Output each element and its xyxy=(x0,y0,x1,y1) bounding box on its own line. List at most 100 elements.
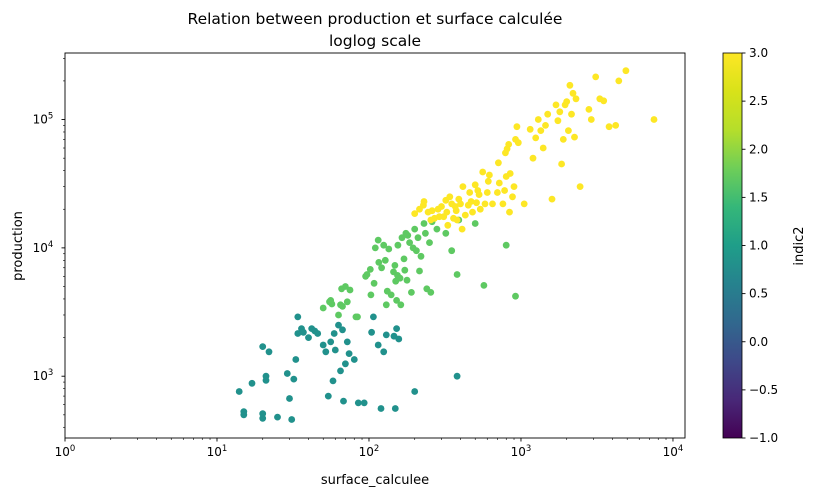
data-point xyxy=(495,179,503,187)
data-point xyxy=(391,262,399,269)
data-point xyxy=(393,325,400,332)
data-point xyxy=(558,160,565,168)
colorbar-tick-label: −0.5 xyxy=(749,383,778,397)
data-point xyxy=(471,181,479,189)
data-point xyxy=(544,110,552,118)
data-point xyxy=(650,116,658,123)
x-tick-label: 100 xyxy=(55,444,76,459)
data-point xyxy=(259,410,267,418)
data-point xyxy=(319,341,327,349)
data-point xyxy=(397,301,405,309)
data-point xyxy=(265,348,273,356)
data-point xyxy=(442,229,450,237)
y-tick-label: 103 xyxy=(33,368,54,383)
data-point xyxy=(514,139,522,147)
data-point xyxy=(290,375,298,383)
data-point xyxy=(534,116,542,123)
data-point xyxy=(479,168,487,176)
plot-frame xyxy=(64,52,686,439)
data-point xyxy=(370,279,378,287)
data-point xyxy=(471,220,479,227)
data-point xyxy=(411,225,419,233)
data-point xyxy=(328,300,336,308)
colorbar-ticks: −1.0 −0.5 0.0 0.5 1.0 1.5 2.0 2.5 3.0 xyxy=(742,46,778,445)
colorbar-label: indic2 xyxy=(792,226,807,265)
data-point xyxy=(314,330,322,337)
data-point xyxy=(380,348,388,356)
data-point xyxy=(520,200,528,208)
data-point xyxy=(371,244,379,252)
colorbar-tick-label: 0.5 xyxy=(749,287,768,301)
data-point xyxy=(324,392,332,400)
x-tick-label: 104 xyxy=(663,444,684,459)
data-point xyxy=(381,256,389,264)
data-point xyxy=(339,326,346,334)
data-point xyxy=(443,208,451,216)
data-point xyxy=(235,388,243,395)
data-point xyxy=(568,110,575,118)
data-point xyxy=(461,211,469,219)
data-point xyxy=(420,220,428,227)
data-point xyxy=(481,200,489,208)
data-point xyxy=(387,291,395,299)
data-point xyxy=(374,236,382,244)
data-point xyxy=(592,73,600,81)
data-point xyxy=(363,271,371,278)
data-point xyxy=(510,183,518,191)
data-point xyxy=(484,177,492,185)
data-point xyxy=(476,205,484,213)
data-point xyxy=(622,67,630,75)
x-axis: 100 101 102 103 104 xyxy=(55,438,684,459)
data-point xyxy=(401,266,409,274)
data-point xyxy=(416,267,423,275)
data-point xyxy=(305,334,312,341)
data-point xyxy=(576,183,584,191)
data-point xyxy=(563,98,571,105)
data-point xyxy=(532,134,540,142)
data-point xyxy=(413,247,420,255)
data-point xyxy=(480,282,488,289)
data-point xyxy=(288,416,296,423)
data-point xyxy=(292,356,300,363)
data-point xyxy=(475,191,483,199)
data-point xyxy=(452,207,460,215)
data-point xyxy=(294,330,302,337)
data-point xyxy=(411,210,419,218)
y-axis: 103 104 105 xyxy=(33,58,65,428)
data-point xyxy=(506,208,513,216)
data-point xyxy=(509,193,516,201)
data-point xyxy=(501,187,508,194)
data-point xyxy=(411,388,419,395)
data-point xyxy=(395,335,403,343)
colorbar xyxy=(722,52,743,439)
y-tick-label: 105 xyxy=(33,112,54,127)
data-point xyxy=(529,154,537,162)
data-point xyxy=(368,328,375,336)
data-point xyxy=(417,252,425,260)
data-point xyxy=(467,198,475,205)
data-point xyxy=(248,379,256,387)
y-axis-label: production xyxy=(11,211,26,281)
data-point xyxy=(466,189,474,196)
data-point xyxy=(469,208,476,216)
data-point xyxy=(453,271,461,278)
data-point xyxy=(342,360,349,368)
colorbar-tick-label: 2.0 xyxy=(749,142,768,156)
colorbar-tick-label: 1.0 xyxy=(749,239,768,253)
data-point xyxy=(486,171,493,179)
data-point xyxy=(370,313,377,321)
data-point xyxy=(343,338,351,346)
data-point xyxy=(539,144,547,152)
data-point xyxy=(259,343,267,350)
data-point xyxy=(340,397,347,405)
data-point xyxy=(571,133,578,141)
data-point xyxy=(459,183,467,191)
data-point xyxy=(339,303,346,310)
data-point xyxy=(406,239,413,247)
data-point xyxy=(433,225,441,233)
data-point xyxy=(585,106,593,113)
data-point xyxy=(502,241,510,249)
data-point xyxy=(542,122,549,129)
data-point xyxy=(505,141,513,148)
